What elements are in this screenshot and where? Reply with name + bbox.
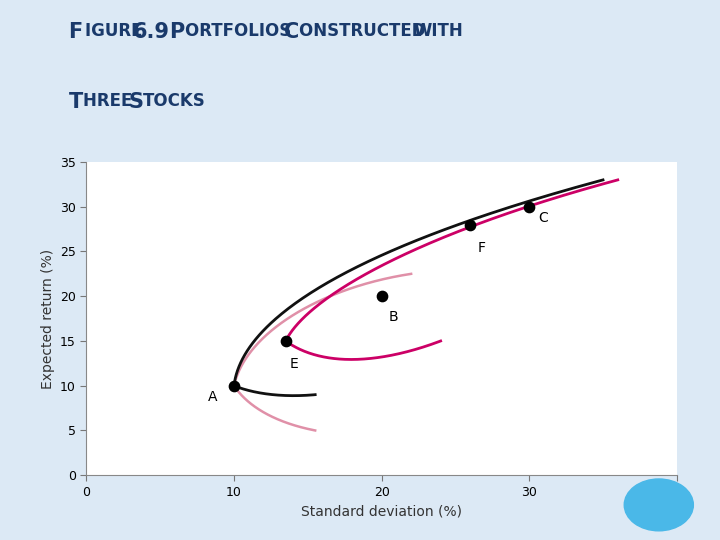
Text: S: S (128, 92, 143, 112)
Point (523, 202, 535, 211)
Point (280, 336, 292, 345)
Text: T: T (68, 92, 83, 112)
Text: IGURE: IGURE (85, 22, 148, 39)
Text: E: E (290, 357, 299, 371)
Text: ONSTRUCTED: ONSTRUCTED (299, 22, 431, 39)
Y-axis label: Expected return (%): Expected return (%) (40, 248, 55, 389)
Text: 6.9: 6.9 (133, 22, 170, 42)
Text: C: C (538, 211, 548, 225)
Text: TOCKS: TOCKS (143, 92, 205, 110)
Text: C: C (284, 22, 300, 42)
X-axis label: Standard deviation (%): Standard deviation (%) (301, 504, 462, 518)
Text: B: B (389, 309, 399, 323)
Point (228, 381, 240, 390)
Text: A: A (207, 390, 217, 404)
Text: F: F (477, 241, 485, 255)
Point (464, 220, 476, 229)
Text: ORTFOLIOS: ORTFOLIOS (185, 22, 297, 39)
Point (376, 292, 387, 301)
Text: P: P (169, 22, 184, 42)
Text: HREE: HREE (83, 92, 138, 110)
Text: F: F (68, 22, 83, 42)
Text: WITH: WITH (414, 22, 464, 39)
